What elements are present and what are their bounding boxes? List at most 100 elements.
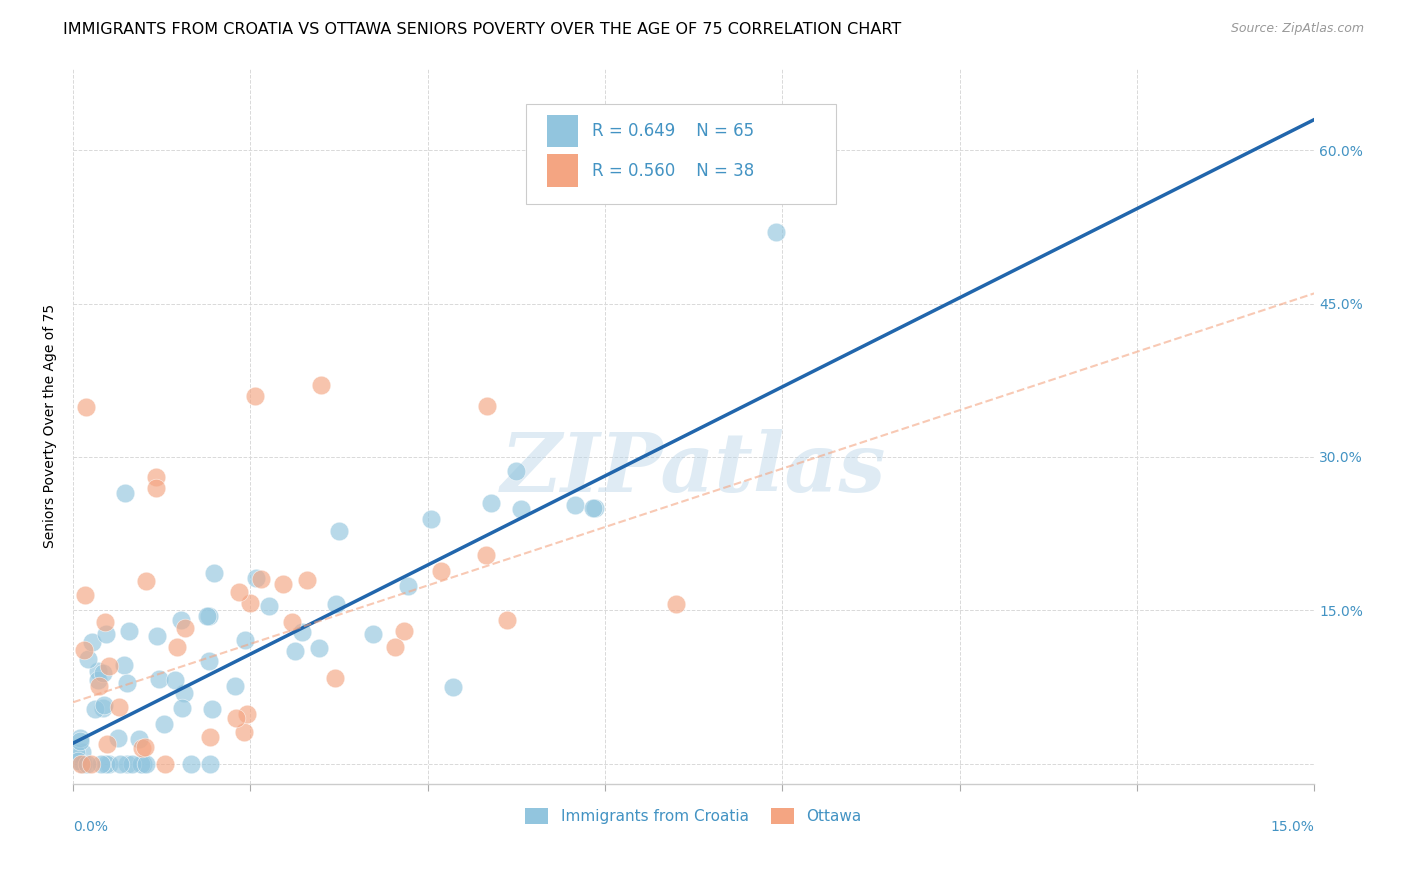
Point (65, 747, 87, 761)
Point (110, 756, 132, 771)
Point (94, 626, 117, 640)
Point (475, 549, 498, 563)
Point (96, 756, 118, 771)
Point (564, 498, 586, 512)
Point (91, 701, 114, 715)
Point (115, 756, 138, 771)
Text: 0.0%: 0.0% (73, 820, 108, 834)
Point (69, 731, 91, 746)
Point (232, 724, 254, 739)
Point (128, 731, 150, 746)
Point (239, 597, 262, 611)
Point (328, 524, 350, 538)
Text: R = 0.649    N = 65: R = 0.649 N = 65 (592, 122, 754, 140)
Point (76, 756, 98, 771)
Point (91, 665, 114, 680)
Point (146, 629, 169, 643)
Point (765, 225, 787, 239)
Point (510, 502, 533, 516)
FancyBboxPatch shape (526, 104, 837, 204)
Point (582, 501, 605, 516)
Legend: Immigrants from Croatia, Ottawa: Immigrants from Croatia, Ottawa (519, 802, 868, 830)
Point (224, 679, 246, 693)
Point (271, 576, 294, 591)
Point (180, 756, 202, 771)
Point (97, 658, 120, 673)
Point (135, 574, 157, 588)
Point (118, 624, 141, 638)
Point (153, 756, 176, 771)
Point (280, 615, 302, 629)
Point (67, 754, 90, 768)
Point (145, 470, 167, 484)
Point (135, 756, 157, 771)
Point (148, 672, 170, 686)
Point (235, 706, 257, 721)
Point (496, 613, 519, 627)
Point (96, 737, 118, 751)
Point (90, 756, 112, 771)
Point (295, 573, 318, 587)
Point (245, 571, 267, 585)
Point (172, 700, 194, 714)
Point (73, 643, 96, 657)
Text: R = 0.560    N = 38: R = 0.560 N = 38 (592, 161, 754, 180)
Point (114, 486, 136, 500)
Point (195, 609, 218, 624)
Point (108, 700, 131, 714)
Point (166, 640, 188, 654)
Point (134, 739, 156, 754)
Point (201, 701, 224, 715)
Point (121, 756, 143, 771)
Point (112, 657, 135, 672)
Point (398, 579, 420, 593)
Point (115, 675, 138, 690)
Point (392, 624, 415, 638)
Point (430, 564, 453, 578)
Point (129, 756, 152, 771)
Point (665, 597, 688, 611)
Point (583, 501, 606, 516)
Point (479, 496, 502, 510)
Point (284, 644, 307, 658)
Point (174, 621, 197, 635)
Point (132, 756, 155, 771)
Point (228, 585, 250, 599)
Point (152, 717, 174, 731)
Point (441, 680, 464, 694)
Point (198, 608, 221, 623)
Point (257, 599, 280, 613)
Point (225, 711, 247, 725)
Point (163, 673, 186, 688)
Point (70, 756, 93, 771)
Point (73, 589, 96, 603)
Y-axis label: Seniors Poverty Over the Age of 75: Seniors Poverty Over the Age of 75 (44, 304, 58, 549)
Point (82, 635, 104, 649)
Bar (547, 115, 578, 147)
Point (384, 640, 406, 654)
Point (202, 566, 225, 580)
Point (87, 664, 110, 678)
Point (72, 756, 94, 771)
Point (505, 464, 527, 478)
Point (93, 698, 115, 712)
Point (325, 598, 347, 612)
Point (233, 632, 256, 647)
Text: 15.0%: 15.0% (1270, 820, 1315, 834)
Point (475, 399, 498, 413)
Point (107, 731, 129, 745)
Point (77, 651, 100, 665)
Point (169, 613, 191, 627)
Point (70, 746, 93, 760)
Point (89, 680, 111, 694)
Point (131, 740, 153, 755)
Point (69, 734, 91, 748)
Point (80, 756, 103, 771)
Point (173, 685, 195, 699)
Point (311, 378, 333, 392)
Point (198, 756, 221, 771)
Point (250, 572, 273, 586)
Point (145, 481, 167, 495)
Point (87, 673, 110, 688)
Point (308, 640, 330, 655)
